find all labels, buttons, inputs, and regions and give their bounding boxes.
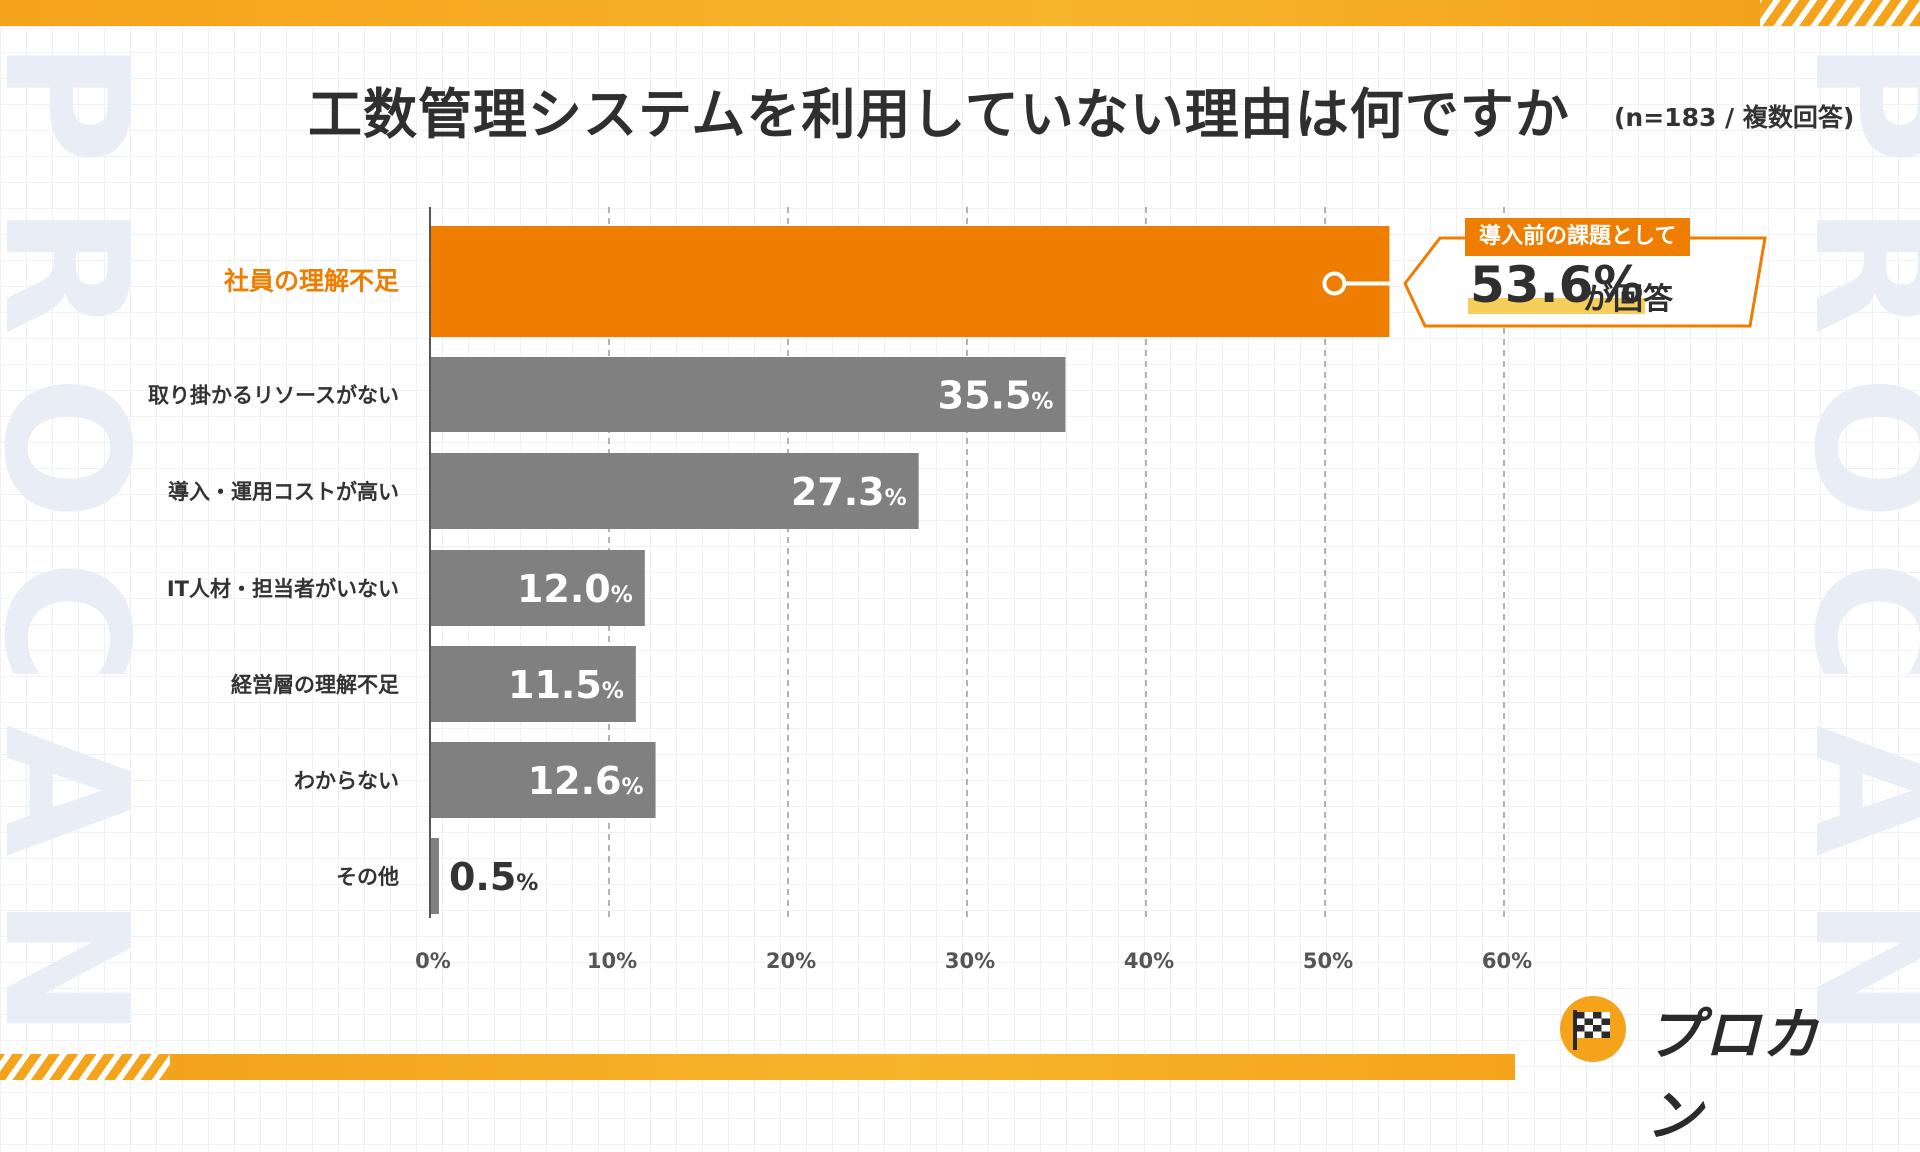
x-tick-label: 20% bbox=[766, 949, 816, 973]
category-label: 取り掛かるリソースがない bbox=[148, 384, 399, 408]
category-label: 社員の理解不足 bbox=[224, 267, 399, 296]
data-label: 0.5% bbox=[449, 855, 538, 899]
bar bbox=[430, 550, 645, 626]
x-tick-label: 30% bbox=[945, 949, 995, 973]
category-label: その他 bbox=[336, 865, 399, 889]
bar bbox=[430, 357, 1066, 432]
checkered-flag-icon bbox=[1560, 996, 1626, 1062]
brand-name: プロカン bbox=[1646, 1003, 1820, 1149]
callout-value: 53.6% bbox=[1468, 256, 1646, 314]
x-tick-label: 50% bbox=[1303, 949, 1353, 973]
x-tick-label: 60% bbox=[1482, 949, 1532, 973]
bar bbox=[430, 226, 1390, 337]
bottom-stripes bbox=[0, 1054, 170, 1080]
bar bbox=[430, 742, 656, 818]
callout-dot bbox=[1322, 271, 1347, 296]
callout-suffix: が回答 bbox=[1583, 282, 1673, 317]
data-label-unit: % bbox=[611, 583, 633, 608]
x-tick-label: 0% bbox=[415, 949, 451, 973]
data-label-unit: % bbox=[885, 486, 907, 511]
category-label: 経営層の理解不足 bbox=[231, 673, 399, 697]
data-label-unit: % bbox=[1031, 390, 1053, 415]
bar bbox=[430, 453, 919, 529]
top-stripes bbox=[1760, 0, 1920, 26]
bottom-accent-bar bbox=[0, 1054, 1515, 1080]
bar bbox=[430, 838, 439, 914]
category-label: IT人材・担当者がいない bbox=[167, 577, 399, 601]
data-label-unit: % bbox=[602, 679, 624, 704]
bar bbox=[430, 646, 636, 722]
watermark-left: PROCAN bbox=[0, 40, 164, 1079]
data-label-unit: % bbox=[621, 775, 643, 800]
top-accent-bar bbox=[0, 0, 1920, 26]
x-tick-label: 10% bbox=[587, 949, 637, 973]
x-tick-label: 40% bbox=[1124, 949, 1174, 973]
category-label: 導入・運用コストが高い bbox=[168, 480, 399, 504]
brand-logo: プロカン bbox=[1556, 988, 1876, 1149]
chart-subtitle: (n=183 / 複数回答) bbox=[1614, 103, 1855, 132]
data-label-unit: % bbox=[516, 871, 538, 896]
callout-tag: 導入前の課題として bbox=[1465, 218, 1691, 256]
category-label: わからない bbox=[294, 769, 399, 793]
watermark-right: PROCAN bbox=[1776, 40, 1920, 1079]
chart-title: 工数管理システムを利用していない理由は何ですか bbox=[308, 83, 1570, 146]
